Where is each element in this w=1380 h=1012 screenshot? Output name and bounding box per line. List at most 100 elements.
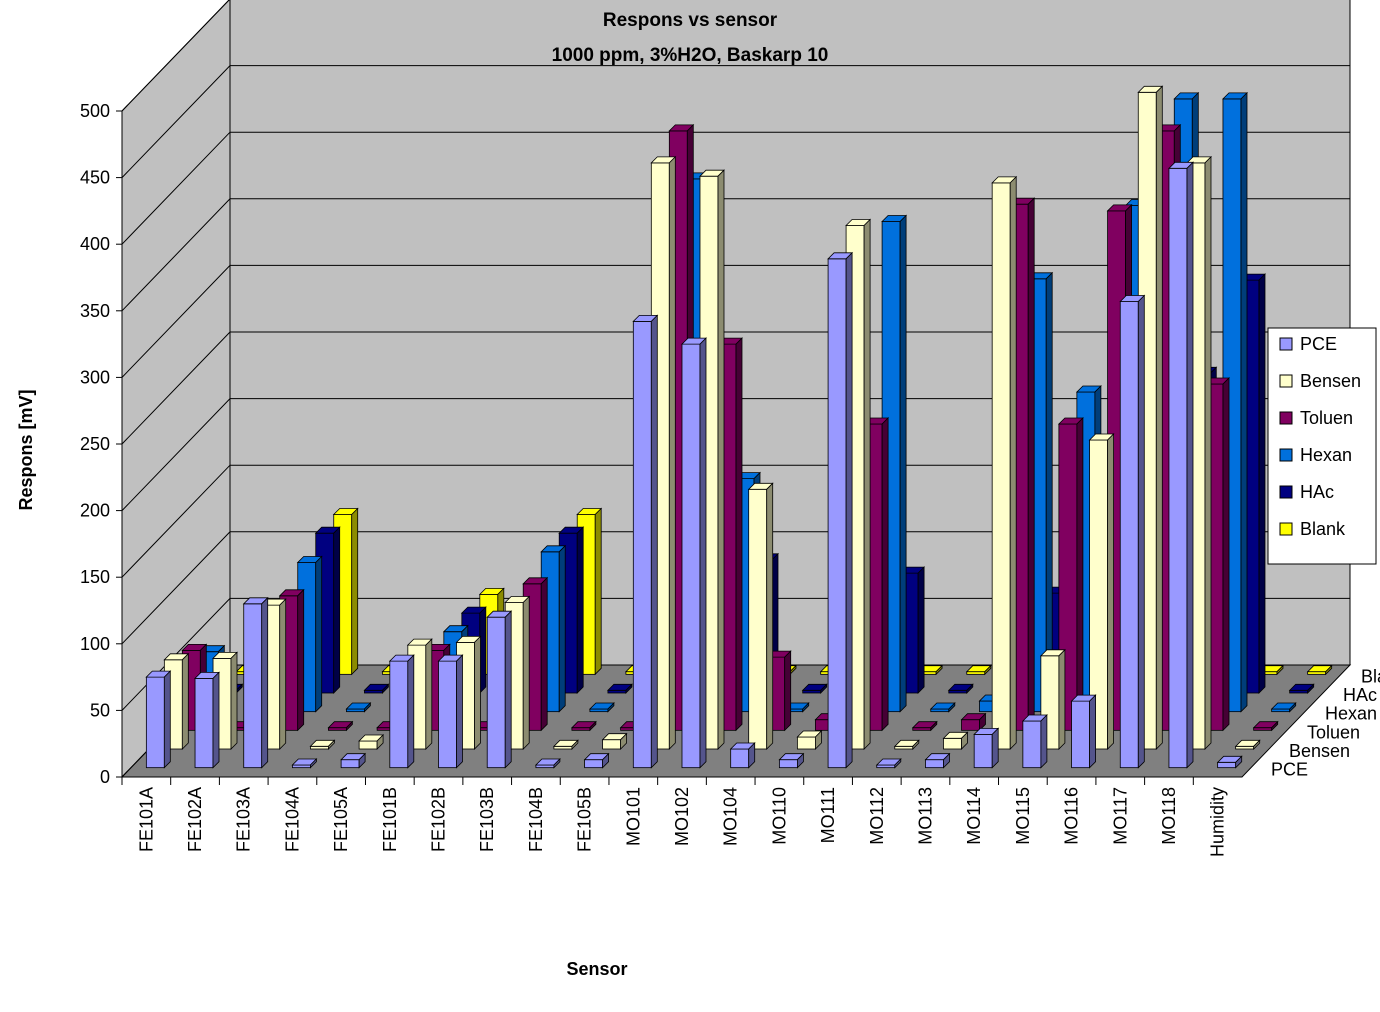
category-label: MO118 [1159, 787, 1179, 845]
bar-front [894, 745, 914, 750]
category-label: MO114 [964, 787, 984, 845]
bar-front [292, 764, 311, 769]
bar-Bensen-MO112 [893, 739, 920, 750]
depth-label: Blank [1361, 666, 1380, 686]
bar-PCE-MO110 [778, 752, 805, 769]
bar-side [845, 251, 853, 769]
y-tick-labels: 0 50 100 150 200 250 300 350 400 450 500 [80, 101, 110, 787]
legend-swatch [1279, 411, 1293, 425]
bar-front [730, 748, 750, 769]
bar-Toluen-MO113 [960, 712, 987, 732]
category-label: FE104B [526, 787, 546, 852]
gridline [121, 0, 230, 112]
bar-front [961, 719, 980, 731]
bar-side [297, 588, 305, 732]
bar-side [894, 758, 902, 769]
bar-side [1271, 720, 1279, 732]
category-label: MO101 [623, 787, 643, 846]
bar-front [778, 759, 798, 769]
y-tick-label: 0 [100, 767, 110, 787]
legend-label: Blank [1300, 519, 1346, 539]
bar-Bensen-FE105B [601, 732, 628, 750]
bar-Bensen-MO114 [991, 175, 1018, 750]
bar-side [504, 610, 512, 769]
bar-PCE-MO116 [1070, 694, 1097, 769]
bar-side [620, 732, 627, 750]
bar-PCE-MO118 [1168, 161, 1194, 769]
bar-Bensen-FE104B [552, 739, 579, 750]
bar-front [340, 759, 360, 769]
category-label: MO117 [1110, 787, 1130, 845]
bar-side [594, 507, 602, 676]
bar-front [991, 182, 1011, 750]
bar-front [310, 745, 329, 750]
bar-HAc-FE104B [606, 683, 633, 694]
bar-side [1258, 273, 1266, 694]
depth-label: HAc [1343, 685, 1377, 705]
bar-front [145, 676, 165, 769]
bar-side [589, 720, 597, 732]
bar-side [1027, 197, 1035, 732]
bar-side [351, 507, 359, 676]
bar-side [717, 169, 725, 750]
bar-Hexan-FE104B [588, 702, 615, 713]
bar-Toluen-Humidity [1252, 720, 1279, 732]
legend-swatch [1279, 374, 1293, 388]
bar-side [668, 155, 676, 750]
bar-front [943, 737, 962, 750]
category-label: MO102 [672, 787, 692, 846]
bar-side [607, 702, 615, 713]
bar-side [474, 635, 481, 750]
gridlines [116, 0, 1350, 778]
bar-PCE-MO117 [1119, 294, 1146, 769]
bars [145, 85, 1333, 769]
bar-side [863, 218, 871, 750]
bar-side [315, 555, 323, 713]
bar-side [1076, 417, 1084, 732]
category-labels: FE101A FE102A FE103A FE104A FE105A FE101B FE10… [121, 776, 1242, 857]
bar-side [1107, 433, 1114, 750]
bar-side [1045, 271, 1053, 713]
x-axis-title: Sensor [566, 959, 627, 979]
bar-front [925, 759, 944, 769]
bar-Toluen-FE104B [570, 720, 597, 732]
bar-side [279, 598, 287, 750]
bar-side [1089, 694, 1096, 769]
bar-PCE-FE103A [242, 596, 269, 769]
bar-side [1235, 755, 1243, 769]
bar-front [1289, 689, 1309, 694]
bar-side [930, 720, 938, 732]
bar-side [899, 214, 907, 713]
bar-side [1137, 294, 1145, 769]
legend-swatch [1279, 337, 1293, 351]
bar-side [1307, 683, 1315, 694]
gridline [121, 331, 1350, 445]
bar-PCE-MO112 [875, 758, 902, 769]
bar-side [948, 702, 956, 713]
bar-side [425, 638, 433, 750]
bar-side [1289, 702, 1297, 713]
bar-front [438, 660, 457, 769]
gridline [121, 198, 1350, 312]
depth-label: Hexan [1325, 704, 1377, 724]
bar-side [650, 314, 658, 769]
bar-side [912, 739, 920, 750]
depth-label: Toluen [1307, 722, 1360, 742]
bar-Toluen-FE104A [327, 720, 354, 732]
bar-front [1071, 700, 1090, 769]
depth-label: PCE [1271, 760, 1308, 780]
category-label: FE105A [331, 787, 351, 852]
bar-side [979, 712, 986, 732]
bar-front [346, 708, 365, 713]
y-tick-label: 450 [80, 168, 110, 188]
bar-front [802, 689, 822, 694]
bar-side [1253, 739, 1261, 750]
bar-PCE-Humidity [1216, 755, 1243, 769]
bar-front [1119, 301, 1139, 769]
bar-PCE-MO104 [729, 742, 756, 769]
bar-side [261, 596, 269, 769]
bar-side [1186, 161, 1194, 769]
category-label: MO116 [1062, 787, 1082, 845]
legend-label: Hexan [1300, 445, 1352, 465]
bar-front [632, 321, 652, 769]
